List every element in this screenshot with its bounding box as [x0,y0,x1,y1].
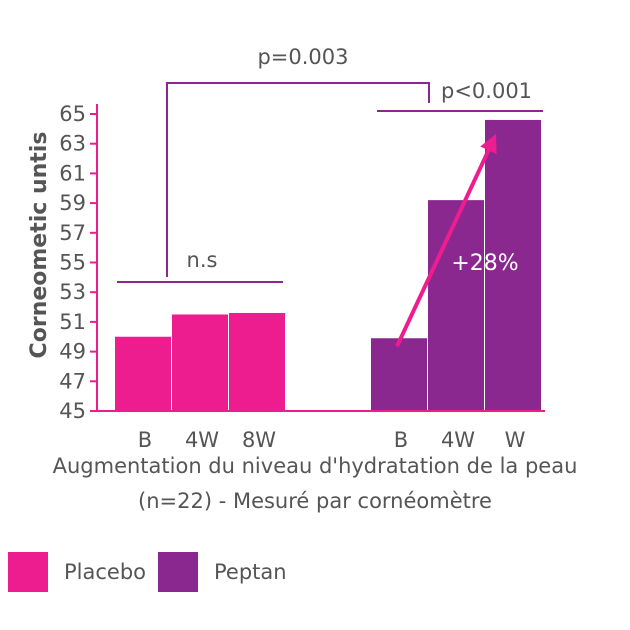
y-tick-label: 51 [59,310,86,334]
x-tick-label: 8W [242,428,276,452]
y-axis-label: Corneometic untis [27,132,52,359]
y-tick-label: 61 [59,161,86,185]
placebo-significance-label: n.s [187,248,218,272]
between-groups-bracket [166,82,430,277]
x-tick-label: B [138,428,152,452]
bar-placebo-4w [172,314,228,411]
bar-peptan-b [371,338,427,411]
placebo-swatch [8,552,48,592]
y-tick-label: 47 [59,369,86,393]
p-value-peptan: p<0.001 [441,79,532,103]
bar-chart: 45 47 49 51 53 55 57 59 61 63 65 B 4W 8W B 4W W Corneom… [27,45,545,452]
increase-label: +28% [451,251,518,276]
y-tick-label: 63 [59,132,86,156]
legend-label-placebo: Placebo [64,560,147,584]
caption-line-1: Augmentation du niveau d'hydratation de … [52,454,578,478]
x-tick-label: 4W [441,428,475,452]
bar-placebo-8w [229,312,285,411]
increase-arrowhead [480,133,497,155]
p-value-between-groups: p=0.003 [257,45,348,69]
peptan-swatch [158,552,198,592]
y-tick-label: 53 [59,280,86,304]
caption-line-2: (n=22) - Mesuré par cornéomètre [138,489,492,513]
bar-placebo-b [115,336,171,411]
y-tick-label: 55 [59,251,86,275]
bar-peptan-w [485,119,541,411]
x-tick-label: 4W [185,428,219,452]
increase-arrow [395,142,494,348]
x-tick-label: B [394,428,408,452]
y-tick-label: 45 [59,399,86,423]
y-tick-label: 57 [59,221,86,245]
y-tick-label: 49 [59,340,86,364]
x-tick-label: W [505,428,526,452]
legend-label-peptan: Peptan [214,560,287,584]
y-tick-label: 65 [59,102,86,126]
legend-item-peptan: Peptan [158,552,287,592]
legend-item-placebo: Placebo [8,552,146,592]
bar-peptan-4w [428,200,484,411]
y-tick-label: 59 [59,191,86,215]
